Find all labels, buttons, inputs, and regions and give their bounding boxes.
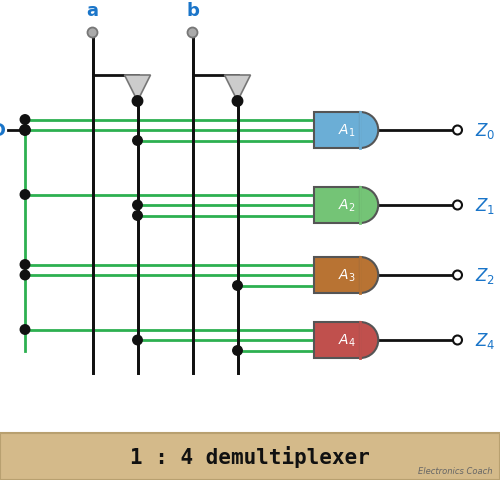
Wedge shape: [360, 257, 378, 293]
Text: $A_4$: $A_4$: [338, 332, 355, 348]
Circle shape: [20, 126, 30, 135]
Circle shape: [88, 28, 98, 38]
Text: $Z_2$: $Z_2$: [475, 265, 495, 286]
Circle shape: [453, 336, 462, 345]
Text: D: D: [0, 122, 5, 140]
Wedge shape: [360, 113, 378, 149]
Circle shape: [453, 271, 462, 280]
Wedge shape: [360, 188, 378, 224]
Text: $Z_4$: $Z_4$: [475, 330, 496, 350]
Text: 1 : 4 demultiplexer: 1 : 4 demultiplexer: [130, 445, 370, 467]
Circle shape: [133, 211, 142, 221]
Circle shape: [188, 28, 198, 38]
Circle shape: [133, 136, 142, 146]
Text: $Z_0$: $Z_0$: [475, 121, 496, 141]
Circle shape: [233, 281, 242, 291]
Wedge shape: [360, 323, 378, 358]
Circle shape: [233, 346, 242, 356]
FancyBboxPatch shape: [0, 432, 500, 480]
Circle shape: [20, 260, 30, 270]
Polygon shape: [224, 76, 250, 102]
Circle shape: [453, 126, 462, 135]
Bar: [314, 113, 360, 149]
Text: $A_2$: $A_2$: [338, 197, 355, 214]
Text: b: b: [186, 1, 199, 20]
Circle shape: [133, 336, 142, 345]
Bar: [314, 257, 360, 293]
Text: $A_1$: $A_1$: [338, 122, 355, 139]
Bar: [314, 323, 360, 358]
Text: Electronics Coach: Electronics Coach: [418, 466, 492, 475]
Text: $A_3$: $A_3$: [338, 267, 355, 284]
Circle shape: [20, 325, 30, 335]
Circle shape: [453, 201, 462, 210]
Polygon shape: [124, 76, 150, 102]
Circle shape: [232, 96, 242, 107]
Circle shape: [20, 116, 30, 125]
Circle shape: [20, 191, 30, 200]
Text: a: a: [86, 1, 99, 20]
Circle shape: [133, 201, 142, 210]
Circle shape: [20, 125, 30, 136]
Circle shape: [20, 271, 30, 280]
Bar: [314, 188, 360, 224]
Circle shape: [132, 96, 142, 107]
Text: $Z_1$: $Z_1$: [475, 195, 495, 216]
